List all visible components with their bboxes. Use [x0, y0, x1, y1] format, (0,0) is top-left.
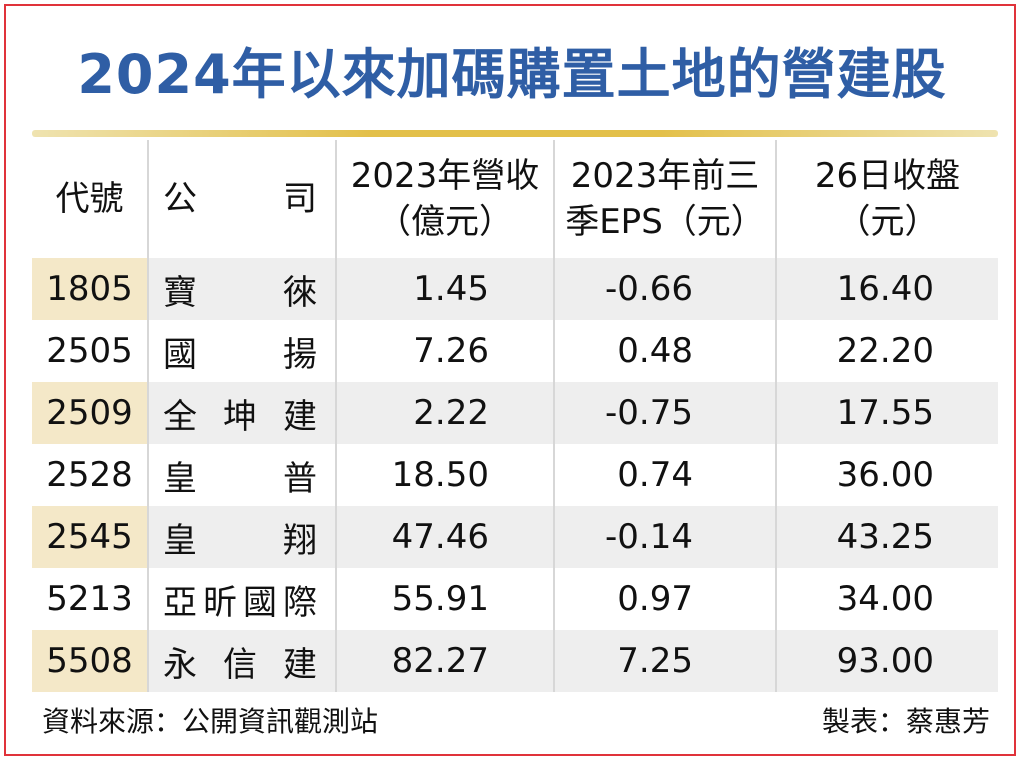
table-row: 5213 亞 昕 國 際 55.91 0.97 34.00 [32, 568, 998, 630]
cell-eps: -0.14 [554, 506, 777, 568]
cell-company: 皇 普 [148, 444, 337, 506]
cell-revenue: 7.26 [336, 320, 555, 382]
company-char: 信 [223, 644, 257, 685]
cell-eps: -0.75 [554, 382, 777, 444]
cell-code: 5508 [32, 630, 149, 692]
header-eps-line1: 2023年前三 [570, 156, 760, 196]
company-char: 揚 [283, 334, 317, 375]
cell-close: 22.20 [836, 331, 934, 371]
title-rule [32, 130, 998, 137]
company-char: 國 [243, 582, 277, 623]
table-header-row: 代號 公 司 2023年營收 （億元） 2023年前三 季EPS（元） 26日收… [32, 140, 998, 258]
cell-revenue: 18.50 [336, 444, 555, 506]
company-char: 寶 [163, 272, 197, 313]
header-company: 公 司 [148, 140, 337, 258]
infographic-frame: 2024年以來加碼購置土地的營建股 代號 公 司 2023年營收 （億 [4, 4, 1016, 756]
company-char: 皇 [163, 520, 197, 561]
company-char: 亞 [163, 582, 197, 623]
header-close: 26日收盤 （元） [776, 140, 998, 258]
cell-close: 43.25 [776, 506, 998, 568]
company-char: 徠 [283, 272, 317, 313]
page-title: 2024年以來加碼購置土地的營建股 [77, 43, 947, 106]
header-eps-line2: 季EPS（元） [565, 202, 765, 242]
cell-eps: 0.48 [554, 320, 777, 382]
cell-code: 2528 [32, 444, 149, 506]
cell-close: 16.40 [776, 258, 998, 320]
cell-code: 1805 [32, 258, 149, 320]
cell-company: 亞 昕 國 際 [148, 568, 337, 630]
cell-close: 36.00 [836, 455, 934, 495]
cell-revenue: 82.27 [336, 630, 555, 692]
cell-code: 2509 [32, 382, 149, 444]
cell-revenue: 47.46 [336, 506, 555, 568]
cell-company: 皇 翔 [148, 506, 337, 568]
company-char: 建 [283, 644, 317, 685]
cell-revenue: 2.22 [336, 382, 555, 444]
company-char: 昕 [203, 582, 237, 623]
cell-code: 2545 [32, 506, 149, 568]
cell-company: 國 揚 [148, 320, 337, 382]
cell-close: 93.00 [776, 630, 998, 692]
table-row: 1805 寶 徠 1.45 -0.66 16.40 [32, 258, 998, 320]
header-revenue-line1: 2023年營收 [350, 156, 540, 196]
table-row: 2528 皇 普 18.50 0.74 36.00 [32, 444, 998, 506]
table-row: 2545 皇 翔 47.46 -0.14 43.25 [32, 506, 998, 568]
header-company-char: 司 [283, 179, 317, 219]
company-char: 永 [163, 644, 197, 685]
header-eps: 2023年前三 季EPS（元） [554, 140, 777, 258]
cell-eps: 0.74 [554, 444, 777, 506]
cell-eps: 0.97 [554, 568, 777, 630]
table-row: 2505 國 揚 7.26 0.48 22.20 [32, 320, 998, 382]
table-row: 5508 永 信 建 82.27 7.25 93.00 [32, 630, 998, 692]
header-company-char: 公 [163, 179, 197, 219]
source-note: 資料來源：公開資訊觀測站 [42, 705, 379, 738]
company-char: 全 [163, 396, 197, 437]
cell-revenue: 1.45 [336, 258, 555, 320]
company-char: 皇 [163, 458, 197, 499]
table-row: 2509 全 坤 建 2.22 -0.75 17.55 [32, 382, 998, 444]
author-note: 製表：蔡惠芳 [821, 705, 990, 738]
company-char: 坤 [223, 396, 257, 437]
company-char: 際 [283, 582, 317, 623]
cell-code: 5213 [32, 568, 149, 630]
company-char: 翔 [283, 520, 317, 561]
header-code: 代號 [32, 140, 149, 258]
header-revenue: 2023年營收 （億元） [336, 140, 555, 258]
header-close-line1: 26日收盤 [814, 156, 961, 196]
company-char: 普 [283, 458, 317, 499]
cell-company: 永 信 建 [148, 630, 337, 692]
cell-code: 2505 [32, 320, 149, 382]
cell-eps: 7.25 [554, 630, 777, 692]
header-close-line2: （元） [836, 202, 939, 242]
cell-close: 34.00 [836, 579, 934, 619]
cell-close: 17.55 [776, 382, 998, 444]
company-char: 建 [283, 396, 317, 437]
cell-company: 寶 徠 [148, 258, 337, 320]
header-revenue-line2: （億元） [377, 202, 513, 242]
cell-revenue: 55.91 [336, 568, 555, 630]
cell-eps: -0.66 [554, 258, 777, 320]
company-char: 國 [163, 334, 197, 375]
cell-company: 全 坤 建 [148, 382, 337, 444]
stock-table: 代號 公 司 2023年營收 （億元） 2023年前三 季EPS（元） 26日收… [32, 140, 998, 692]
